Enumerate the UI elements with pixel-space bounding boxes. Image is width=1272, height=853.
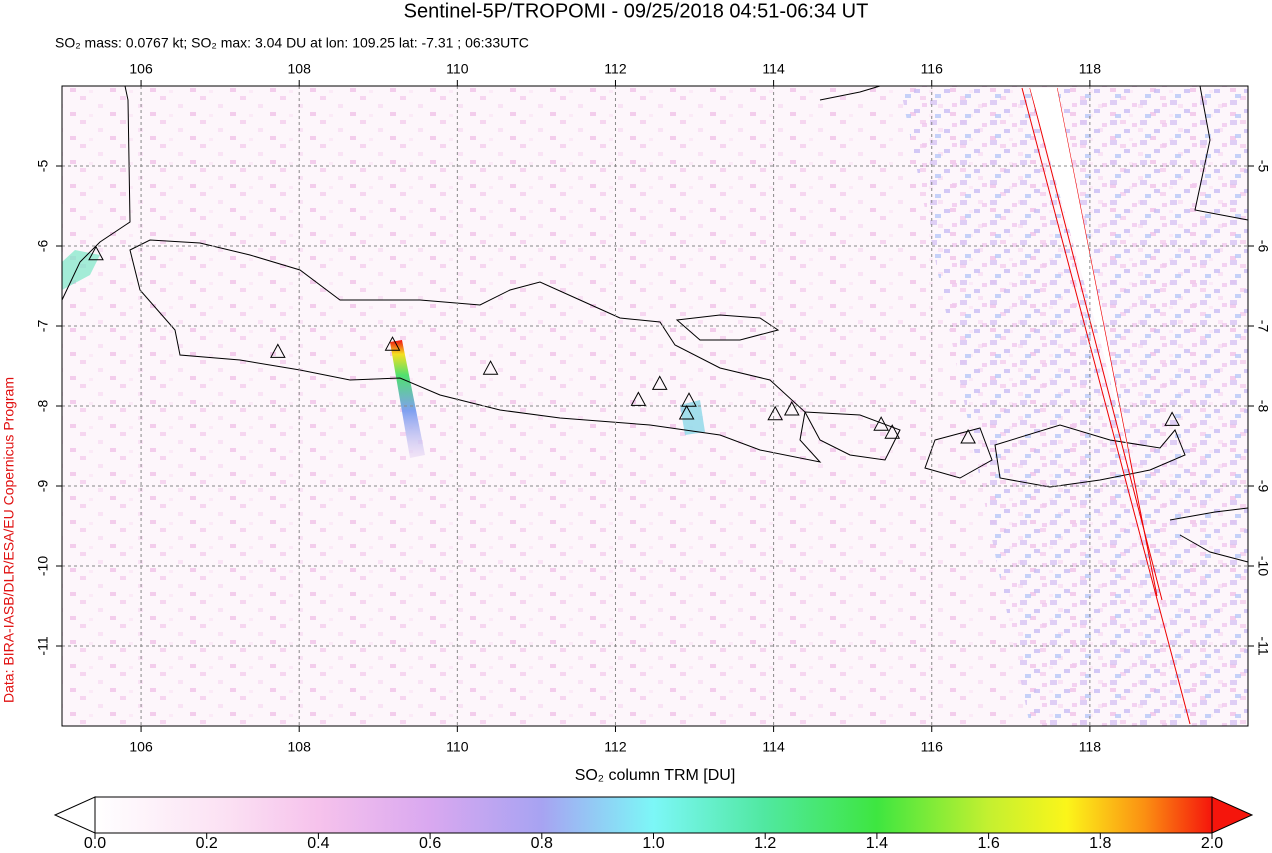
x-tick-label: 114 xyxy=(762,739,785,755)
volcano-marker xyxy=(270,343,286,358)
volcano-marker xyxy=(783,400,800,416)
volcano-marker xyxy=(681,392,697,407)
volcano-marker xyxy=(873,416,889,431)
x-tick-label: 108 xyxy=(288,739,312,755)
swath-boundary xyxy=(1029,87,1163,601)
volcano-marker xyxy=(630,391,647,406)
y-tick-label: -5 xyxy=(1255,160,1271,173)
x-tick-label: 116 xyxy=(921,739,944,755)
y-tick-label: -8 xyxy=(1255,400,1271,413)
y-tick-label: -11 xyxy=(1255,636,1271,655)
colorbar-tick-label: 0.4 xyxy=(307,835,329,852)
map-frame xyxy=(61,85,1249,727)
coastline-bali xyxy=(804,411,901,461)
x-tick-label: 112 xyxy=(604,61,627,77)
colorbar-tick-label: 1.2 xyxy=(754,835,776,852)
x-tick-label: 106 xyxy=(129,739,153,755)
colorbar-tick-label: 0.0 xyxy=(84,835,106,852)
y-tick-label: -10 xyxy=(1255,556,1271,576)
y-tick-label: -7 xyxy=(1255,320,1271,333)
y-tick-label: -6 xyxy=(1255,240,1271,253)
coastline-madura xyxy=(675,314,780,341)
colorbar: SO₂ column TRM [DU] 0.0 0.2 0.4 0.6 0.8 1.0 1.… xyxy=(53,767,1254,852)
colorbar-label: SO₂ column TRM [DU] xyxy=(575,767,736,784)
data-credit: Data: BIRA-IASB/DLR/ESA/EU Copernicus Pr… xyxy=(1,377,17,703)
y-tick-label: -5 xyxy=(35,160,51,173)
subtitle: SO₂ mass: 0.0767 kt; SO₂ max: 3.04 DU at… xyxy=(55,35,529,51)
y-tick-label: -7 xyxy=(35,320,51,333)
coastline xyxy=(61,85,131,301)
swath-boundary xyxy=(1056,87,1158,597)
y-tick-label: -9 xyxy=(35,480,51,493)
colorbar-tick-label: 0.2 xyxy=(196,835,218,852)
colorbar-gradient xyxy=(94,796,1213,834)
colorbar-tick-label: 0.6 xyxy=(419,835,441,852)
y-tick-label: -6 xyxy=(35,240,51,253)
colorbar-under xyxy=(53,796,96,834)
volcano-marker xyxy=(767,405,784,421)
volcano-marker xyxy=(384,336,401,351)
colorbar-over xyxy=(1211,796,1254,834)
map-area xyxy=(61,85,1249,726)
colorbar-tick-label: 1.4 xyxy=(866,835,888,852)
volcano-marker xyxy=(960,428,976,444)
x-tick-label: 116 xyxy=(921,61,944,77)
so2-plume xyxy=(390,340,425,458)
y-tick-label: -8 xyxy=(35,400,51,413)
y-tick-label: -11 xyxy=(35,636,51,655)
x-tick-label: 114 xyxy=(762,61,785,77)
y-tick-label: -10 xyxy=(35,556,51,576)
x-tick-label: 118 xyxy=(1079,61,1102,77)
coastline-north xyxy=(819,85,1249,221)
volcano-marker xyxy=(884,424,901,439)
coastline-sumba xyxy=(1169,507,1249,563)
x-tick-label: 108 xyxy=(288,61,312,77)
y-tick-label: -9 xyxy=(1255,480,1271,493)
x-tick-label: 112 xyxy=(604,739,627,755)
x-tick-label: 110 xyxy=(446,739,469,755)
volcano-marker xyxy=(678,404,695,420)
x-tick-label: 118 xyxy=(1079,739,1102,755)
x-tick-label: 110 xyxy=(446,61,469,77)
colorbar-tick-label: 1.8 xyxy=(1089,835,1111,852)
volcano-marker xyxy=(88,245,104,261)
colorbar-tick-label: 1.0 xyxy=(642,835,664,852)
colorbar-tick-label: 1.6 xyxy=(977,835,999,852)
x-tick-label: 106 xyxy=(129,61,153,77)
volcano-marker xyxy=(651,375,668,390)
coastline-sumbawa xyxy=(994,424,1186,488)
coastline-lombok xyxy=(924,427,993,479)
volcano-marker xyxy=(482,360,499,375)
colorbar-tick-label: 2.0 xyxy=(1201,835,1223,852)
colorbar-tick-label: 0.8 xyxy=(531,835,553,852)
volcano-marker xyxy=(1164,411,1180,426)
title: Sentinel-5P/TROPOMI - 09/25/2018 04:51-0… xyxy=(404,0,869,22)
